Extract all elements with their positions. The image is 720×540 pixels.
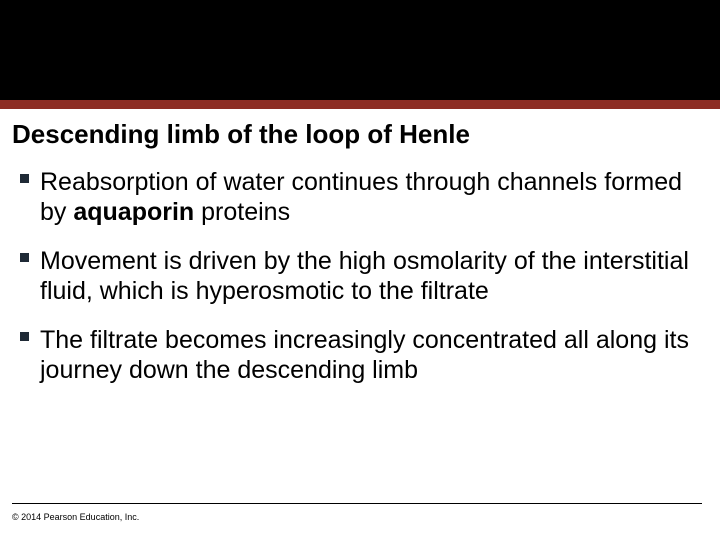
- top-black-band: [0, 0, 720, 100]
- bullet-list: Reabsorption of water continues through …: [12, 168, 702, 385]
- list-item: The filtrate becomes increasingly concen…: [12, 326, 702, 385]
- slide-heading: Descending limb of the loop of Henle: [12, 119, 702, 150]
- footer-rule: [12, 503, 702, 504]
- list-item: Movement is driven by the high osmolarit…: [12, 247, 702, 306]
- list-item: Reabsorption of water continues through …: [12, 168, 702, 227]
- content-area: Descending limb of the loop of Henle Rea…: [0, 109, 720, 385]
- copyright-text: © 2014 Pearson Education, Inc.: [12, 512, 139, 522]
- accent-bar: [0, 100, 720, 109]
